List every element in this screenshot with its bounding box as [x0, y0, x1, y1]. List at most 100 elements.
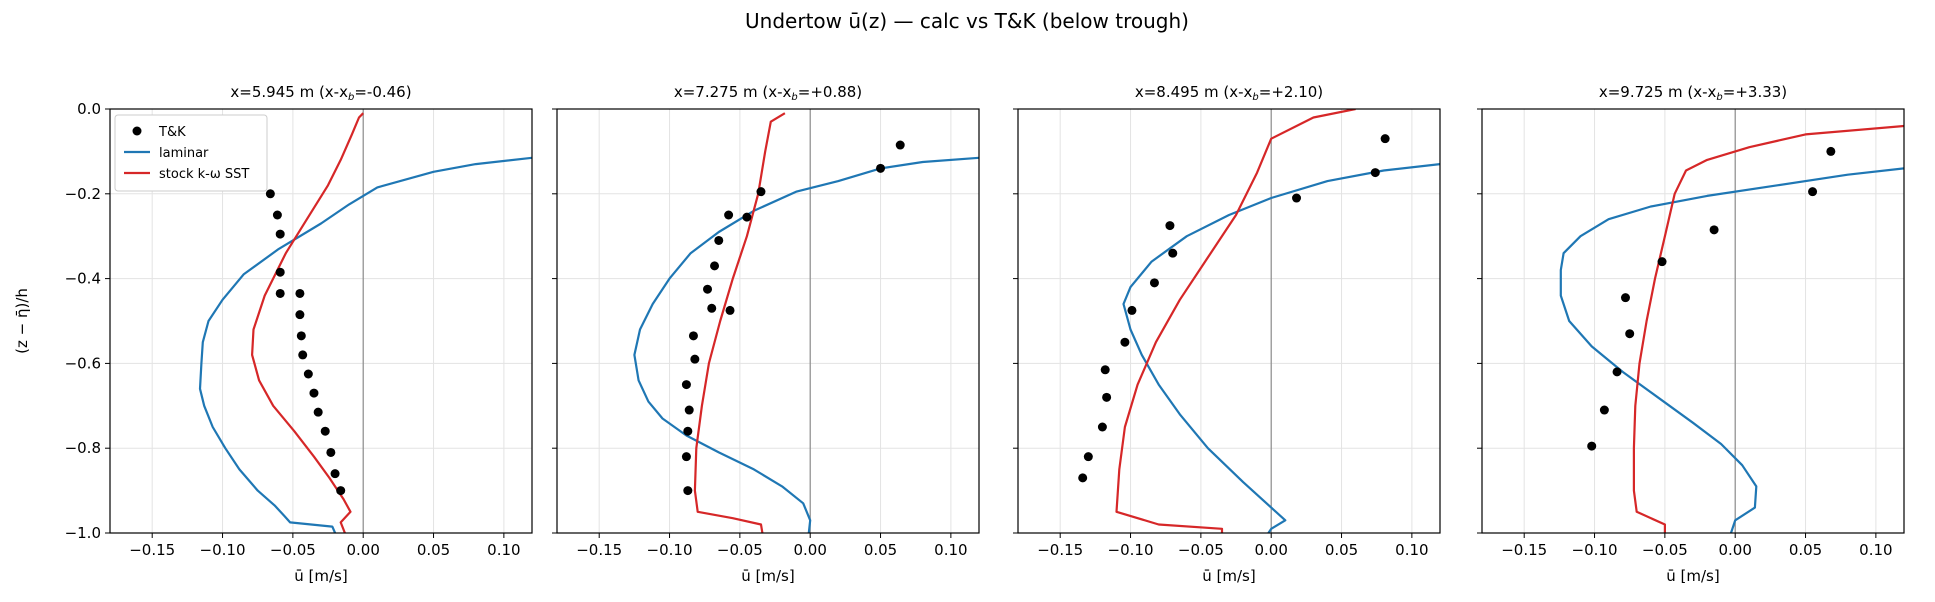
panel-title: x=8.495 m (x-xb=+2.10)	[1135, 83, 1323, 103]
legend-label: laminar	[159, 146, 209, 161]
tk-data-point	[309, 388, 319, 398]
panel-frame	[1017, 108, 1441, 534]
tk-data-point	[313, 407, 323, 417]
tk-data-point	[1709, 225, 1719, 235]
tk-data-point	[710, 261, 720, 271]
series-line-laminar	[1122, 163, 1440, 533]
legend-box	[114, 114, 268, 192]
y-axis-label: (z − η̄)/h	[13, 288, 31, 354]
tk-data-point	[681, 452, 691, 462]
series-line-laminar	[198, 156, 532, 533]
tk-data-point	[326, 447, 336, 457]
series-line-stock-k---sst	[251, 112, 364, 533]
y-tick-label: −0.2	[65, 185, 101, 203]
x-tick-label: −0.05	[1178, 541, 1224, 559]
tk-data-point	[1165, 221, 1175, 231]
x-tick-label: 0.05	[1325, 541, 1358, 559]
panel-3: −0.15 −0.10 −0.05 0.00 0.05 0.10 x=8.495 m (x-…	[1013, 83, 1441, 585]
tk-data-point	[756, 187, 766, 197]
tk-data-point	[1083, 452, 1093, 462]
tk-data-point	[1657, 257, 1667, 267]
legend-label: stock k-ω SST	[159, 167, 249, 182]
tk-data-point	[330, 469, 340, 479]
x-tick-label: −0.10	[1572, 541, 1618, 559]
tk-data-point	[1149, 278, 1159, 288]
series-line-stock-k---sst	[1632, 124, 1904, 533]
legend-item: T&K	[132, 125, 186, 140]
y-tick-label: −0.6	[65, 354, 101, 372]
tk-data-point	[1587, 441, 1597, 451]
tk-data-point	[298, 350, 308, 360]
tk-data-point	[876, 163, 886, 173]
tk-data-point	[1078, 473, 1088, 483]
tk-data-point	[1120, 337, 1130, 347]
panel-plot-area	[198, 112, 532, 533]
tk-data-point	[725, 305, 735, 315]
legend-marker-dot	[132, 126, 142, 136]
panel-frame	[556, 108, 980, 534]
panel-plot-area	[633, 112, 979, 533]
tk-data-point	[336, 486, 346, 496]
tk-data-point	[1620, 293, 1630, 303]
legend-item: stock k-ω SST	[124, 167, 249, 182]
x-tick-label: 0.00	[1254, 541, 1287, 559]
tk-data-point	[275, 267, 285, 277]
tk-data-point	[683, 486, 693, 496]
panel-4: −0.15 −0.10 −0.05 0.00 0.05 0.10 x=9.725 m (x-…	[1477, 83, 1905, 585]
tk-data-point	[688, 331, 698, 341]
panel-plot-area	[1559, 124, 1904, 533]
y-tick-label: 0.0	[77, 100, 101, 118]
tk-data-point	[1370, 168, 1380, 178]
series-line-stock-k---sst	[693, 112, 786, 533]
x-axis-label: ū [m/s]	[1666, 567, 1719, 585]
x-tick-label: 0.10	[1859, 541, 1892, 559]
x-tick-label: −0.15	[576, 541, 622, 559]
series-line-stock-k---sst	[1115, 109, 1356, 533]
tk-data-point	[1599, 405, 1609, 415]
tk-data-point	[1100, 365, 1110, 375]
x-tick-label: −0.15	[129, 541, 175, 559]
tk-data-point	[320, 426, 330, 436]
x-tick-label: −0.05	[717, 541, 763, 559]
x-axis-label: ū [m/s]	[1202, 567, 1255, 585]
x-tick-label: 0.10	[487, 541, 520, 559]
x-tick-label: −0.10	[1108, 541, 1154, 559]
panel-plot-area	[1078, 109, 1440, 533]
tk-data-point	[272, 210, 282, 220]
tk-data-point	[707, 303, 717, 313]
tk-data-point	[1102, 392, 1112, 402]
x-tick-label: −0.05	[1642, 541, 1688, 559]
legend: T&K laminar stock k-ω SST	[114, 114, 268, 192]
x-axis-label: ū [m/s]	[294, 567, 347, 585]
legend-item: laminar	[124, 146, 209, 161]
tk-data-point	[1826, 146, 1836, 156]
panels: −0.15 −0.10 −0.05 0.00 0.05 0.10 0.0 −0.2 −0.4 −0…	[13, 83, 1905, 585]
x-tick-label: 0.05	[417, 541, 450, 559]
x-tick-label: 0.05	[1789, 541, 1822, 559]
tk-data-point	[1380, 134, 1390, 144]
tk-data-point	[303, 369, 313, 379]
panel-frame	[109, 108, 533, 534]
tk-data-point	[295, 288, 305, 298]
tk-data-point	[1292, 193, 1302, 203]
tk-data-point	[724, 210, 734, 220]
y-tick-label: −1.0	[65, 524, 101, 542]
panel-title: x=9.725 m (x-xb=+3.33)	[1599, 83, 1787, 103]
tk-data-point	[1097, 422, 1107, 432]
tk-data-point	[895, 140, 905, 150]
tk-data-point	[265, 189, 275, 199]
x-tick-label: −0.15	[1501, 541, 1547, 559]
x-tick-label: 0.05	[864, 541, 897, 559]
tk-data-point	[296, 331, 306, 341]
panel-1: −0.15 −0.10 −0.05 0.00 0.05 0.10 0.0 −0.2 −0.4 −0…	[13, 83, 533, 585]
tk-data-point	[714, 235, 724, 245]
x-tick-label: 0.10	[934, 541, 967, 559]
panel-2: −0.15 −0.10 −0.05 0.00 0.05 0.10 x=7.275 m (x-…	[552, 83, 980, 585]
y-tick-label: −0.4	[65, 270, 101, 288]
legend-label: T&K	[158, 125, 186, 140]
series-line-laminar	[633, 156, 979, 533]
panel-frame	[1481, 108, 1905, 534]
tk-data-point	[681, 380, 691, 390]
